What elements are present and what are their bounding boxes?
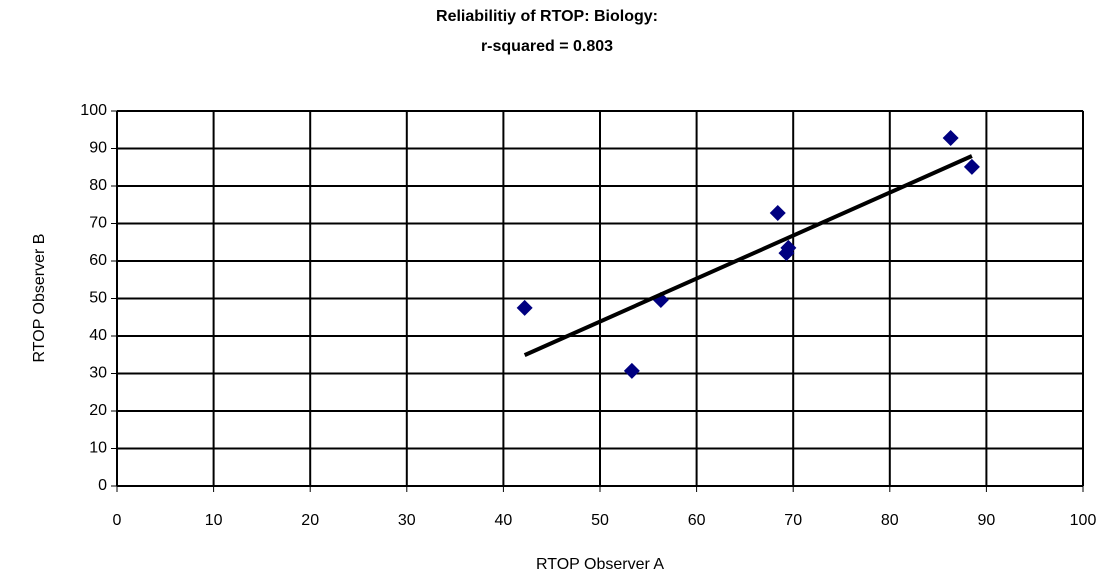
chart-subtitle: r-squared = 0.803 xyxy=(481,38,613,55)
scatter-point xyxy=(963,158,980,175)
chart-title: Reliabilitiy of RTOP: Biology: xyxy=(436,8,658,25)
x-tick-label: 60 xyxy=(688,512,706,529)
x-tick-label: 0 xyxy=(113,512,122,529)
scatter-point xyxy=(623,362,640,379)
trend-line xyxy=(523,154,973,357)
x-tick-label: 10 xyxy=(205,512,223,529)
x-tick-label: 30 xyxy=(398,512,416,529)
scatter-point xyxy=(769,205,786,221)
x-tick-label: 40 xyxy=(495,512,513,529)
x-axis-label: RTOP Observer A xyxy=(536,556,664,573)
y-tick-label: 60 xyxy=(89,252,107,269)
y-tick-label: 10 xyxy=(89,440,107,457)
scatter-point xyxy=(778,245,795,262)
y-tick-label: 20 xyxy=(89,402,107,419)
x-tick-label: 70 xyxy=(784,512,802,529)
x-tick-label: 100 xyxy=(1070,512,1097,529)
scatter-point xyxy=(942,130,959,146)
y-tick-label: 50 xyxy=(89,290,107,307)
y-tick-label: 40 xyxy=(89,327,107,344)
y-axis-label: RTOP Observer B xyxy=(31,234,48,363)
x-tick-label: 90 xyxy=(978,512,996,529)
x-tick-label: 50 xyxy=(591,512,609,529)
y-tick-label: 30 xyxy=(89,365,107,382)
scatter-point xyxy=(516,299,533,316)
y-tick-label: 0 xyxy=(98,477,107,494)
y-tick-label: 80 xyxy=(89,177,107,194)
x-tick-label: 20 xyxy=(301,512,319,529)
x-tick-label: 80 xyxy=(881,512,899,529)
y-tick-label: 90 xyxy=(89,140,107,157)
y-tick-label: 70 xyxy=(89,215,107,232)
y-tick-label: 100 xyxy=(80,102,107,119)
